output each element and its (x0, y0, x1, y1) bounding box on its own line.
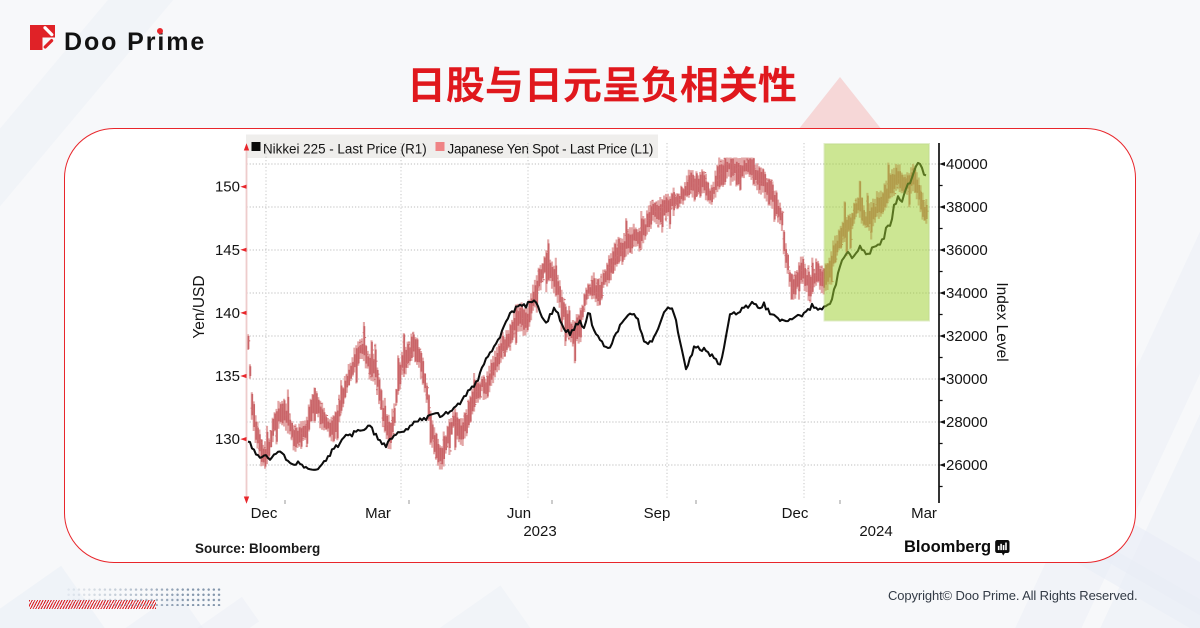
svg-text:2023: 2023 (523, 523, 556, 540)
svg-text:Dec: Dec (782, 505, 809, 522)
svg-text:26000: 26000 (946, 457, 988, 474)
svg-text:Japanese Yen Spot - Last Price: Japanese Yen Spot - Last Price (L1) (448, 142, 654, 157)
svg-text:2024: 2024 (859, 523, 892, 540)
svg-text:30000: 30000 (946, 371, 988, 388)
svg-text:40000: 40000 (946, 156, 988, 173)
svg-text:145: 145 (215, 242, 240, 259)
svg-text:Sep: Sep (644, 505, 671, 522)
svg-text:135: 135 (215, 368, 240, 385)
svg-text:140: 140 (215, 305, 240, 322)
svg-text:Index Level: Index Level (993, 282, 1010, 361)
svg-text:Jun: Jun (507, 505, 531, 522)
svg-text:Dec: Dec (251, 505, 278, 522)
svg-text:Mar: Mar (365, 505, 391, 522)
svg-text:36000: 36000 (946, 242, 988, 259)
svg-text:Mar: Mar (911, 505, 937, 522)
svg-text:150: 150 (215, 179, 240, 196)
svg-text:Yen/USD: Yen/USD (191, 275, 208, 338)
svg-text:28000: 28000 (946, 414, 988, 431)
svg-text:38000: 38000 (946, 199, 988, 216)
svg-text:Nikkei 225 - Last Price (R1): Nikkei 225 - Last Price (R1) (263, 142, 427, 157)
svg-text:32000: 32000 (946, 328, 988, 345)
svg-text:130: 130 (215, 431, 240, 448)
svg-text:34000: 34000 (946, 285, 988, 302)
